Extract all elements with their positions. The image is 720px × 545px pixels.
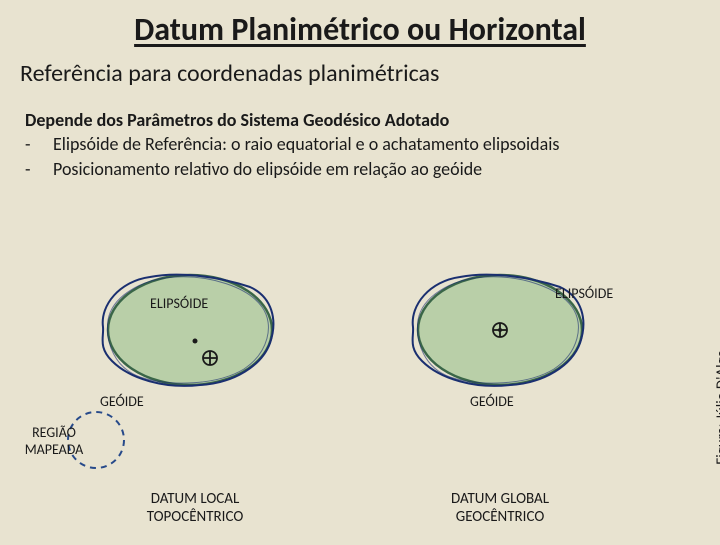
label-geoide-right: GEÓIDE <box>470 393 514 410</box>
caption-left-l1: DATUM LOCAL <box>115 490 275 508</box>
label-elipsoide-left: ELIPSÓIDE <box>150 295 208 312</box>
diagram-area: ELIPSÓIDE ELIPSÓIDE GEÓIDE GEÓIDE REGIÃO… <box>0 265 720 540</box>
bullet-1: - Elipsóide de Referência: o raio equato… <box>25 132 695 156</box>
page-subtitle: Referência para coordenadas planimétrica… <box>0 49 720 88</box>
bullet-1-text: Elipsóide de Referência: o raio equatori… <box>53 132 695 156</box>
caption-left: DATUM LOCAL TOPOCÊNTRICO <box>115 490 275 526</box>
caption-right-l1: DATUM GLOBAL <box>420 490 580 508</box>
figure-credit: Figura: Júlio D'Alge <box>714 350 720 465</box>
right-center-dot <box>498 328 502 332</box>
bullet-2-text: Posicionamento relativo do elipsóide em … <box>53 157 695 181</box>
left-center-dot <box>193 339 198 344</box>
page-title: Datum Planimétrico ou Horizontal <box>0 0 720 49</box>
label-geoide-left: GEÓIDE <box>100 393 144 410</box>
label-elipsoide-right: ELIPSÓIDE <box>555 285 613 302</box>
body-heading: Depende dos Parâmetros do Sistema Geodés… <box>25 108 695 132</box>
caption-left-l2: TOPOCÊNTRICO <box>115 508 275 526</box>
bullet-2: - Posicionamento relativo do elipsóide e… <box>25 157 695 181</box>
label-regiao: REGIÃO MAPEADA <box>18 425 90 459</box>
body-text: Depende dos Parâmetros do Sistema Geodés… <box>0 88 720 181</box>
caption-right: DATUM GLOBAL GEOCÊNTRICO <box>420 490 580 526</box>
left-ellipse <box>108 275 272 385</box>
caption-right-l2: GEOCÊNTRICO <box>420 508 580 526</box>
